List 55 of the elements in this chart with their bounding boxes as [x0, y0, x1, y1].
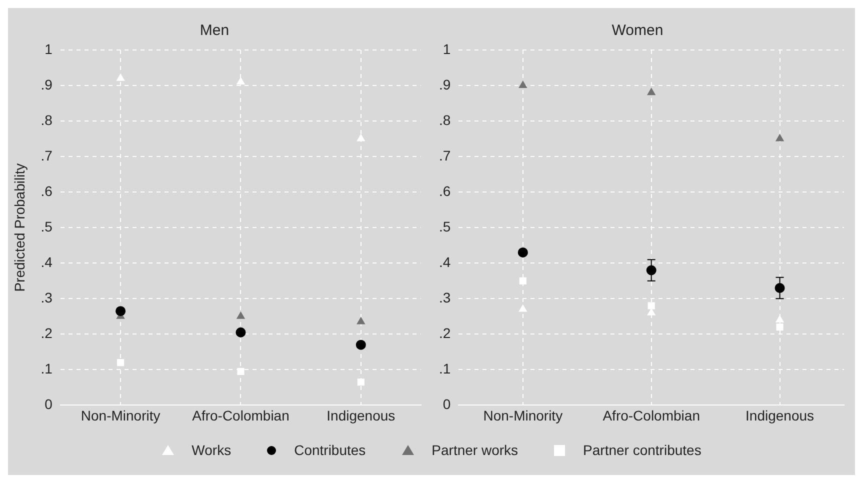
- point: [357, 378, 364, 386]
- y-tick-label: 0: [442, 396, 451, 412]
- x-tick-label: Indigenous: [326, 407, 396, 424]
- chart-title: Women: [612, 22, 664, 40]
- point: [518, 304, 528, 312]
- point: [647, 88, 656, 96]
- y-tick-label: .7: [438, 147, 451, 164]
- point: [117, 359, 124, 366]
- y-tick-label: 1: [44, 40, 53, 57]
- legend-label: Contributes: [294, 442, 366, 458]
- point: [775, 134, 784, 142]
- y-axis-title: Predicted Probability: [11, 163, 28, 292]
- y-tick-label: .3: [40, 290, 53, 306]
- y-tick-label: .2: [438, 325, 451, 342]
- legend-label: Partner contributes: [583, 442, 702, 458]
- y-tick-label: .5: [40, 218, 53, 234]
- y-tick-label: .1: [438, 360, 451, 377]
- point: [116, 73, 125, 81]
- point: [648, 302, 655, 310]
- point: [236, 327, 246, 338]
- y-tick-label: 0: [44, 396, 53, 412]
- legend-label: Partner works: [432, 442, 518, 458]
- y-tick-label: .9: [40, 76, 53, 92]
- point: [518, 247, 528, 258]
- point: [518, 80, 528, 88]
- y-tick-label: .6: [438, 182, 451, 199]
- point: [236, 76, 246, 84]
- y-tick-label: .4: [438, 254, 451, 270]
- x-tick-label: Non-Minority: [80, 407, 160, 424]
- point: [356, 316, 366, 324]
- point: [775, 314, 784, 322]
- point: [356, 134, 366, 142]
- point: [116, 306, 126, 316]
- y-tick-label: .4: [40, 254, 53, 270]
- y-tick-label: .9: [438, 76, 451, 92]
- x-tick-label: Afro-Colombian: [602, 407, 700, 424]
- y-tick-label: .6: [40, 182, 53, 199]
- x-tick-label: Indigenous: [746, 407, 814, 424]
- point: [237, 368, 244, 375]
- legend-label: Works: [192, 442, 232, 458]
- y-tick-label: .1: [40, 360, 53, 377]
- y-tick-label: .7: [40, 147, 53, 164]
- y-tick-label: .3: [438, 290, 451, 306]
- chart-title: Men: [200, 22, 230, 40]
- x-tick-label: Afro-Colombian: [192, 407, 290, 424]
- point: [776, 324, 784, 331]
- x-tick-label: Non-Minority: [483, 407, 563, 424]
- y-tick-label: .2: [40, 325, 53, 342]
- y-tick-label: 1: [442, 40, 451, 57]
- y-tick-label: .5: [438, 218, 451, 234]
- y-tick-label: .8: [40, 112, 53, 128]
- y-tick-label: .8: [438, 112, 451, 128]
- point: [519, 277, 526, 284]
- point: [236, 311, 246, 319]
- point: [356, 340, 366, 350]
